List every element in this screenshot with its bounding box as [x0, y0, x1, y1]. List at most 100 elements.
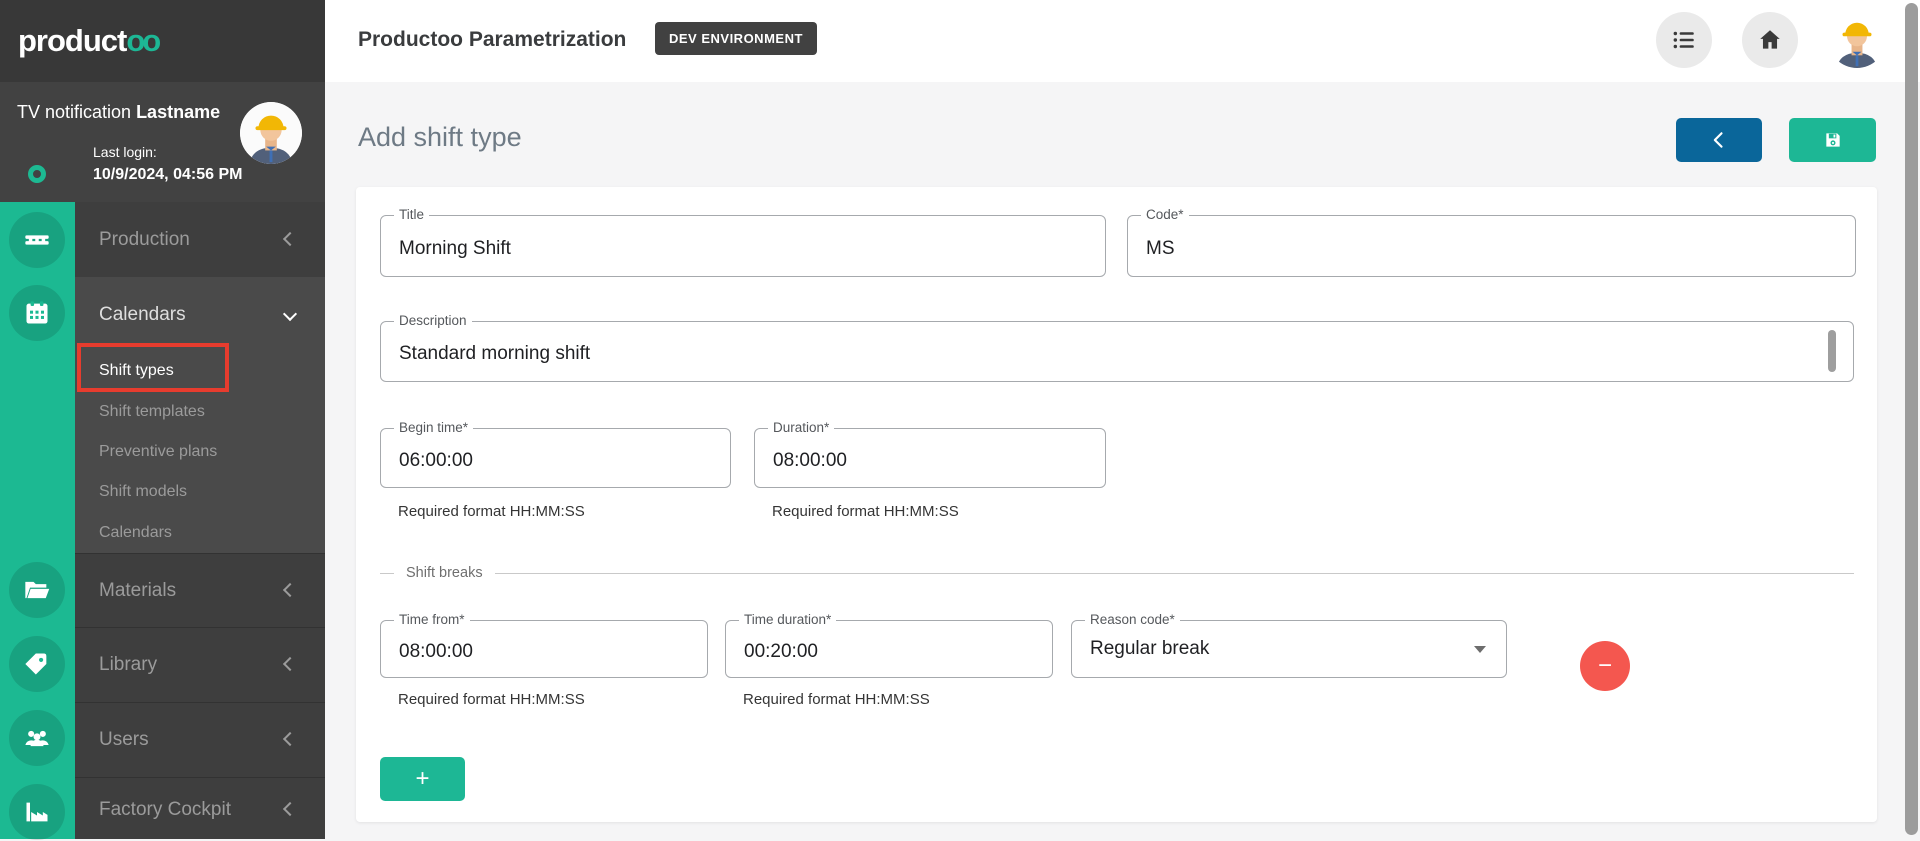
- description-field: Description: [380, 313, 1854, 382]
- sidebar-subitem-shift-templates[interactable]: Shift templates: [75, 391, 325, 432]
- sidebar-item-label: Factory Cockpit: [99, 798, 231, 820]
- time-duration-field-label: Time duration*: [739, 612, 837, 627]
- tag-icon: [25, 653, 47, 675]
- title-input[interactable]: [399, 229, 1087, 268]
- description-input[interactable]: [399, 335, 1835, 373]
- time-duration-input[interactable]: [744, 634, 1034, 669]
- save-button[interactable]: [1789, 118, 1876, 162]
- user-lastname: Lastname: [136, 102, 221, 122]
- dropdown-caret-icon: [1474, 646, 1486, 653]
- duration-field-label: Duration*: [768, 420, 835, 435]
- last-login-label: Last login:: [93, 144, 157, 160]
- chevron-left-icon: [282, 731, 298, 749]
- title-field: Title: [380, 207, 1106, 277]
- begin-time-field: Begin time*: [380, 420, 731, 488]
- page-scrollbar[interactable]: [1903, 0, 1920, 839]
- shift-breaks-legend: Shift breaks: [406, 565, 483, 581]
- subitem-label: Preventive plans: [99, 442, 218, 460]
- production-rail-icon[interactable]: [9, 212, 65, 268]
- factory-icon: [26, 802, 48, 822]
- title-field-label: Title: [394, 207, 430, 222]
- time-duration-field: Time duration*: [725, 612, 1053, 678]
- factory-cockpit-rail-icon[interactable]: [9, 784, 65, 840]
- sidebar-item-label: Library: [99, 654, 158, 675]
- subitem-label: Shift templates: [99, 402, 205, 420]
- duration-field: Duration*: [754, 420, 1106, 488]
- duration-input[interactable]: [773, 442, 1087, 479]
- worker-avatar-icon: [1828, 10, 1886, 68]
- subitem-label: Shift models: [99, 482, 188, 500]
- shift-breaks-divider: Shift breaks: [380, 565, 1854, 581]
- page-title: Add shift type: [358, 122, 522, 152]
- conveyor-icon: [25, 235, 49, 245]
- library-rail-icon[interactable]: [9, 636, 65, 692]
- chevron-left-icon: [1713, 132, 1723, 148]
- description-field-label: Description: [394, 313, 472, 328]
- sidebar-menu: Production Calendars Shift types Shift t…: [75, 202, 325, 839]
- reason-code-field[interactable]: Reason code* Regular break: [1071, 612, 1507, 678]
- remove-break-button[interactable]: −: [1580, 641, 1630, 691]
- sidebar-item-production[interactable]: Production: [75, 202, 325, 277]
- chevron-left-icon: [282, 231, 298, 249]
- time-from-input[interactable]: [399, 634, 689, 669]
- sidebar-item-label: Production: [99, 228, 190, 250]
- productoo-logo[interactable]: productoo: [18, 23, 161, 59]
- plus-icon: +: [415, 765, 430, 792]
- sidebar-item-label: Calendars: [99, 303, 186, 325]
- chevron-left-icon: [282, 656, 298, 674]
- profile-avatar[interactable]: [1828, 10, 1886, 68]
- save-icon: [1825, 133, 1840, 147]
- reason-code-select-value[interactable]: Regular break: [1090, 638, 1210, 659]
- sidebar-item-users[interactable]: Users: [75, 702, 325, 777]
- subitem-label: Shift types: [99, 361, 174, 379]
- begin-time-hint: Required format HH:MM:SS: [398, 503, 585, 520]
- chevron-down-icon: [282, 306, 298, 324]
- home-button[interactable]: [1742, 12, 1798, 68]
- app-title: Productoo Parametrization: [358, 28, 627, 51]
- status-ring-icon: [28, 165, 46, 183]
- code-input[interactable]: [1146, 229, 1837, 268]
- divider-line: [494, 572, 1854, 574]
- sidebar-item-label: Materials: [99, 579, 177, 601]
- logo-text-oo: oo: [126, 23, 161, 58]
- duration-hint: Required format HH:MM:SS: [772, 503, 959, 520]
- code-field-label: Code*: [1141, 207, 1189, 222]
- subitem-label: Calendars: [99, 523, 172, 541]
- begin-time-field-label: Begin time*: [394, 420, 474, 435]
- calendars-rail-icon[interactable]: [9, 285, 65, 341]
- logo-text-product: product: [18, 23, 127, 58]
- sidebar-item-label: Users: [99, 729, 149, 750]
- users-rail-icon[interactable]: [9, 710, 65, 766]
- description-scrollbar-thumb[interactable]: [1828, 330, 1836, 372]
- sidebar-subitem-shift-models[interactable]: Shift models: [75, 471, 325, 512]
- calendars-expanded-bg: [75, 277, 325, 553]
- materials-rail-icon[interactable]: [9, 562, 65, 618]
- add-break-button[interactable]: +: [380, 757, 465, 801]
- time-from-field: Time from*: [380, 612, 708, 678]
- sidebar-item-calendars[interactable]: Calendars: [75, 277, 325, 352]
- sidebar-item-materials[interactable]: Materials: [75, 553, 325, 627]
- chevron-left-icon: [282, 801, 298, 819]
- sidebar-subitem-calendars[interactable]: Calendars: [75, 512, 325, 553]
- user-avatar[interactable]: [240, 102, 302, 164]
- icon-rail: [0, 202, 75, 840]
- sidebar-subitem-preventive-plans[interactable]: Preventive plans: [75, 431, 325, 472]
- back-button[interactable]: [1676, 118, 1762, 162]
- minus-icon: −: [1597, 652, 1612, 679]
- user-name: TV notification Lastname: [17, 102, 221, 122]
- begin-time-input[interactable]: [399, 442, 712, 479]
- top-header-bar: Productoo Parametrization DEV ENVIRONMEN…: [325, 0, 1920, 82]
- sidebar-item-library[interactable]: Library: [75, 627, 325, 702]
- user-block: TV notification Lastname Last login: 10/…: [0, 82, 325, 202]
- list-menu-button[interactable]: [1656, 12, 1712, 68]
- time-from-hint: Required format HH:MM:SS: [398, 691, 585, 708]
- scrollbar-thumb[interactable]: [1905, 3, 1918, 835]
- folder-open-icon: [25, 581, 50, 599]
- logo-area: productoo: [0, 0, 325, 82]
- shift-type-form-card: Title Code* Description Begin time* Dura…: [356, 187, 1877, 822]
- sidebar-subitem-shift-types[interactable]: Shift types: [75, 350, 325, 391]
- last-login-value: 10/9/2024, 04:56 PM: [93, 166, 243, 183]
- sidebar-item-factory-cockpit[interactable]: Factory Cockpit: [75, 777, 325, 841]
- home-icon: [1760, 30, 1780, 49]
- time-duration-hint: Required format HH:MM:SS: [743, 691, 930, 708]
